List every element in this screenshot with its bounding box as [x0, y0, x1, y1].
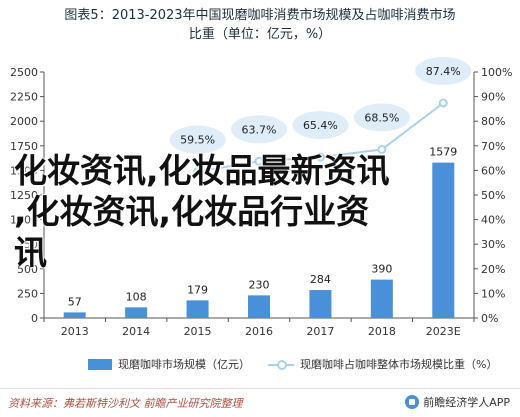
x-tick-label: 2014 — [122, 325, 150, 338]
bar — [370, 279, 393, 318]
share-bubble — [231, 115, 287, 144]
bar — [63, 312, 86, 318]
bar-value-label: 108 — [126, 290, 147, 303]
share-point — [254, 156, 264, 166]
bar-value-label: 1579 — [429, 146, 457, 159]
x-tick-label: 2017 — [306, 325, 334, 338]
y-right-tick-label: 70% — [481, 140, 505, 153]
y-left-tick-label: 500 — [17, 263, 38, 276]
y-left-tick-label: 250 — [17, 287, 38, 300]
share-point — [315, 152, 325, 162]
share-value-label: 87.4% — [426, 65, 461, 78]
x-tick-label: 2013 — [61, 325, 89, 338]
chart-title: 图表5：2013-2023年中国现磨咖啡消费市场规模及占咖啡消费市场 比重（单位… — [0, 6, 520, 44]
y-left-tick-label: 1000 — [10, 214, 38, 227]
y-right-tick-label: 60% — [481, 164, 505, 177]
bar-value-label: 390 — [371, 263, 392, 276]
y-right-tick-label: 100% — [481, 66, 512, 79]
x-tick-label: 2015 — [184, 325, 212, 338]
x-tick-label: 2023E — [426, 325, 461, 338]
footer: 资料来源：弗若斯特沙利文 前瞻产业研究院整理 前瞻经济学人APP — [0, 388, 520, 417]
bar — [432, 162, 455, 318]
y-right-tick-label: 90% — [481, 91, 505, 104]
share-value-label: 59.5% — [180, 134, 215, 147]
bar — [186, 300, 209, 318]
y-right-tick-label: 80% — [481, 115, 505, 128]
chart-area: 0 250 500 750 1000 1250 1500 1750 2000 2250 2500 0%… — [10, 56, 512, 338]
legend-bar-swatch — [88, 358, 112, 370]
bar — [125, 307, 148, 318]
y-right-tick-label: 30% — [481, 238, 505, 251]
y-left-tick-label: 1500 — [10, 164, 38, 177]
y-right-tick-label: 0% — [481, 312, 498, 325]
y-right-tick-label: 50% — [481, 189, 505, 202]
share-point — [193, 167, 203, 177]
y-right-tick-label: 20% — [481, 263, 505, 276]
y-right-tick-label: 40% — [481, 214, 505, 227]
y-left-tick-label: 1750 — [10, 140, 38, 153]
bar-value-label: 230 — [249, 278, 270, 291]
share-value-label: 63.7% — [242, 123, 277, 136]
y-left-tick-label: 750 — [17, 238, 38, 251]
bar-value-label: 179 — [187, 283, 208, 296]
brand-name: 前瞻经济学人APP — [423, 396, 510, 409]
y-right-tick-label: 10% — [481, 287, 505, 300]
share-bubble — [353, 103, 410, 132]
legend-bar-label: 现磨咖啡市场规模（亿元） — [118, 358, 250, 371]
bar — [309, 290, 332, 318]
y-left-tick-label: 2250 — [10, 91, 38, 104]
share-bubble — [292, 111, 349, 140]
y-left-tick-label: 2500 — [10, 66, 38, 79]
y-left-tick-label: 1250 — [10, 189, 38, 202]
y-left-tick-label: 0 — [31, 312, 38, 325]
share-value-label: 65.4% — [303, 119, 338, 132]
chart-title-line2: 比重（单位：亿元，%） — [188, 27, 332, 42]
chart-title-line1: 图表5：2013-2023年中国现磨咖啡消费市场规模及占咖啡消费市场 — [64, 8, 456, 23]
x-tick-label: 2016 — [245, 325, 273, 338]
bar-value-label: 284 — [310, 273, 331, 286]
x-tick-label: 2018 — [368, 325, 396, 338]
legend-item-line: 现磨咖啡占咖啡整体市场规模比重（%） — [268, 356, 497, 372]
legend-line-swatch — [268, 359, 294, 370]
share-bubble — [415, 56, 472, 85]
share-point — [377, 144, 387, 154]
bar — [248, 295, 270, 318]
brand-logo-icon — [405, 395, 420, 409]
y-left-tick-label: 2000 — [10, 115, 38, 128]
legend-line-label: 现磨咖啡占咖啡整体市场规模比重（%） — [300, 358, 498, 371]
legend-item-bar: 现磨咖啡市场规模（亿元） — [88, 356, 250, 372]
bar-value-label: 57 — [68, 295, 82, 308]
share-bubble — [169, 125, 226, 154]
source-note: 资料来源：弗若斯特沙利文 前瞻产业研究院整理 — [8, 397, 243, 410]
share-point — [438, 98, 448, 108]
brand: 前瞻经济学人APP — [405, 394, 510, 410]
share-value-label: 68.5% — [364, 111, 399, 124]
